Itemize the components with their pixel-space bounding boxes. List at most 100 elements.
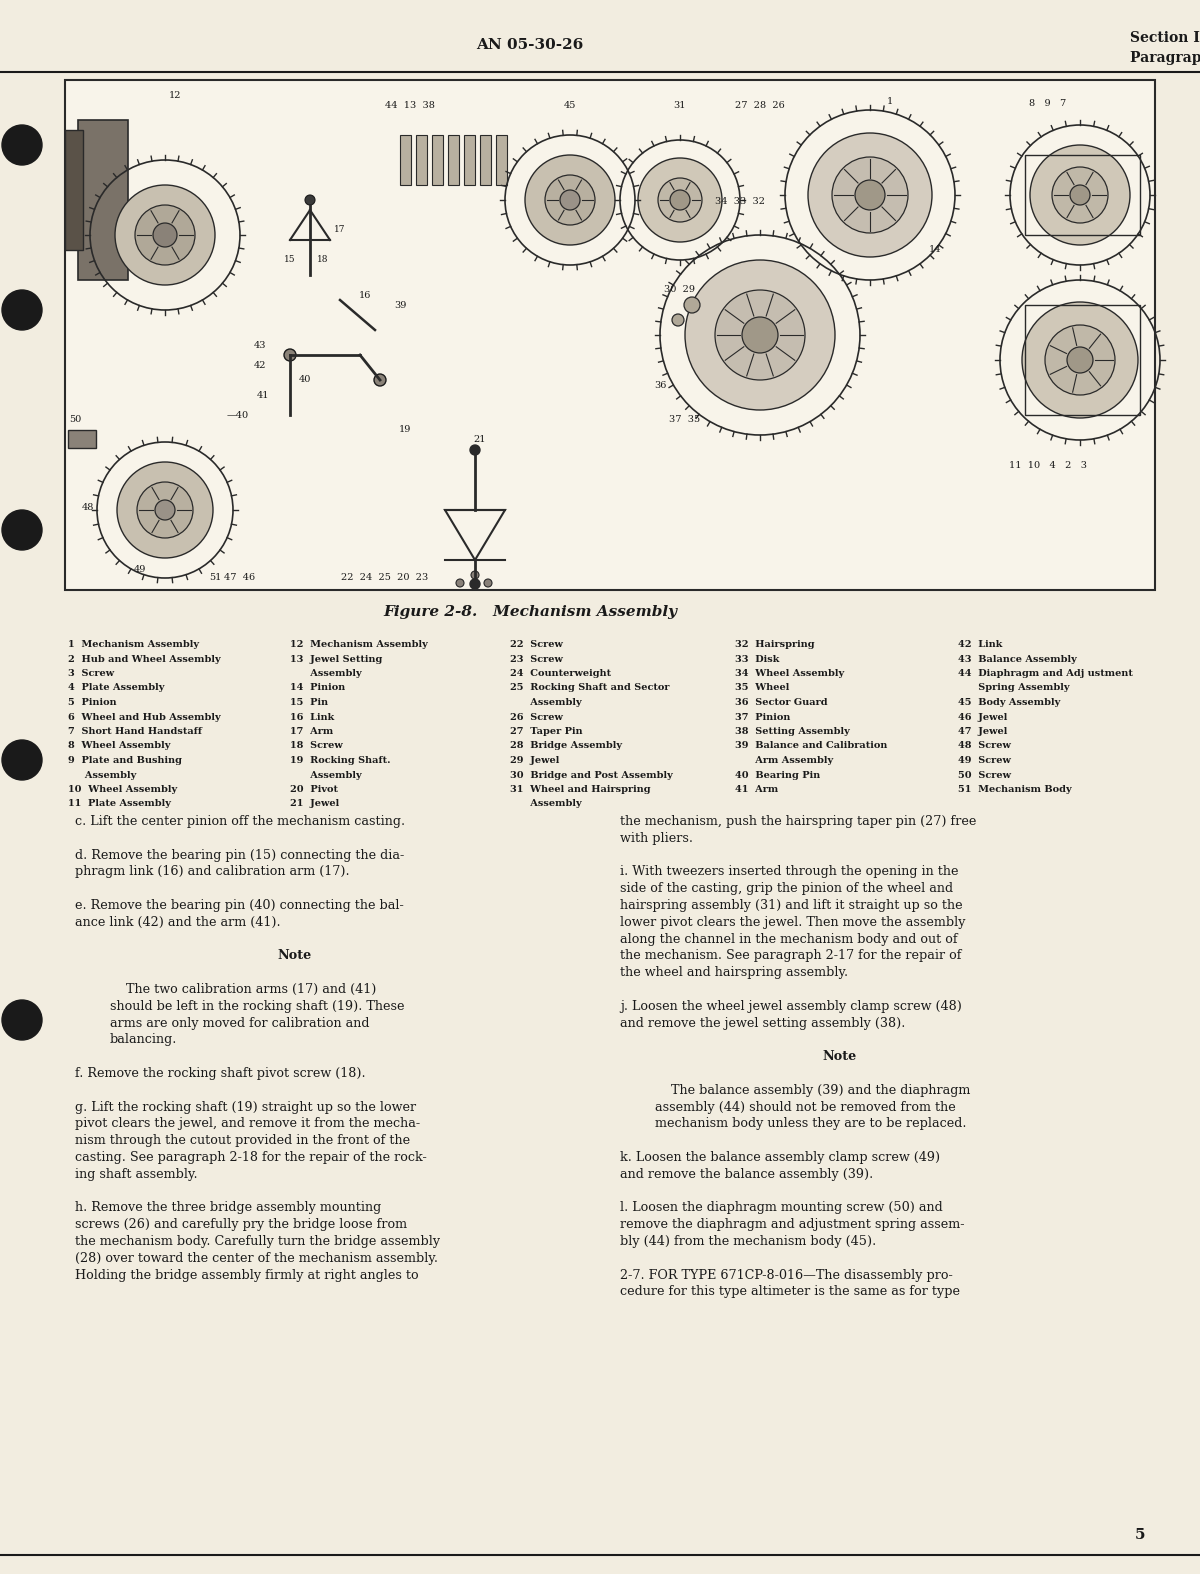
Bar (1025, 305, 1140, 416)
Circle shape (374, 375, 386, 386)
Text: ance link (42) and the arm (41).: ance link (42) and the arm (41). (74, 916, 281, 929)
Bar (496, 135, 508, 186)
Text: 32  Hairspring: 32 Hairspring (734, 641, 815, 648)
Text: mechanism body unless they are to be replaced.: mechanism body unless they are to be rep… (655, 1118, 966, 1130)
Text: AN 05-30-26: AN 05-30-26 (476, 38, 583, 52)
Circle shape (685, 260, 835, 409)
Text: 11  10   4   2   3: 11 10 4 2 3 (1009, 461, 1087, 469)
Text: Assembly: Assembly (68, 771, 137, 779)
Circle shape (638, 157, 722, 242)
Text: 15  Pin: 15 Pin (290, 697, 328, 707)
Text: 33  Disk: 33 Disk (734, 655, 779, 664)
Text: 2  Hub and Wheel Assembly: 2 Hub and Wheel Assembly (68, 655, 221, 664)
Circle shape (1070, 186, 1090, 205)
Text: and remove the balance assembly (39).: and remove the balance assembly (39). (620, 1168, 874, 1180)
Text: Assembly: Assembly (510, 697, 582, 707)
Text: 44  Diaphragm and Adj ustment: 44 Diaphragm and Adj ustment (958, 669, 1133, 678)
Circle shape (545, 175, 595, 225)
Text: h. Remove the three bridge assembly mounting: h. Remove the three bridge assembly moun… (74, 1201, 382, 1215)
Bar (480, 135, 491, 186)
Text: along the channel in the mechanism body and out of: along the channel in the mechanism body … (620, 933, 958, 946)
Text: 1  Mechanism Assembly: 1 Mechanism Assembly (68, 641, 199, 648)
Text: Assembly: Assembly (290, 771, 361, 779)
Text: 5  Pinion: 5 Pinion (68, 697, 116, 707)
Text: —40: —40 (227, 411, 250, 420)
Circle shape (2, 740, 42, 781)
Circle shape (742, 316, 778, 353)
Text: 30  29: 30 29 (665, 285, 696, 294)
Circle shape (560, 190, 580, 209)
Text: 31: 31 (673, 101, 686, 110)
Text: e. Remove the bearing pin (40) connecting the bal-: e. Remove the bearing pin (40) connectin… (74, 899, 403, 911)
Text: 3  Screw: 3 Screw (68, 669, 114, 678)
Circle shape (115, 186, 215, 285)
Text: 14  Pinion: 14 Pinion (290, 683, 346, 693)
Text: 8   9   7: 8 9 7 (1030, 99, 1067, 109)
Text: the wheel and hairspring assembly.: the wheel and hairspring assembly. (620, 966, 848, 979)
Text: 11  Plate Assembly: 11 Plate Assembly (68, 800, 170, 809)
Text: 29  Jewel: 29 Jewel (510, 756, 559, 765)
Circle shape (305, 195, 314, 205)
Circle shape (484, 579, 492, 587)
Text: cedure for this type altimeter is the same as for type: cedure for this type altimeter is the sa… (620, 1286, 960, 1299)
Text: Assembly: Assembly (510, 800, 582, 809)
Text: 27  Taper Pin: 27 Taper Pin (510, 727, 583, 737)
Text: 42: 42 (253, 360, 266, 370)
Text: 45: 45 (564, 101, 576, 110)
Text: 12  Mechanism Assembly: 12 Mechanism Assembly (290, 641, 427, 648)
Text: 19: 19 (398, 425, 412, 434)
Text: 51: 51 (209, 573, 221, 582)
Text: should be left in the rocking shaft (19). These: should be left in the rocking shaft (19)… (110, 999, 404, 1012)
Circle shape (832, 157, 908, 233)
Circle shape (155, 501, 175, 519)
Text: The two calibration arms (17) and (41): The two calibration arms (17) and (41) (110, 984, 377, 996)
Bar (65, 80, 1154, 590)
Text: 36: 36 (654, 381, 666, 389)
Text: Note: Note (823, 1050, 857, 1062)
Text: the mechanism body. Carefully turn the bridge assembly: the mechanism body. Carefully turn the b… (74, 1236, 440, 1248)
Circle shape (134, 205, 194, 264)
Circle shape (2, 124, 42, 165)
Text: bly (44) from the mechanism body (45).: bly (44) from the mechanism body (45). (620, 1236, 876, 1248)
Circle shape (672, 313, 684, 326)
Text: 40  Bearing Pin: 40 Bearing Pin (734, 771, 821, 779)
Circle shape (2, 510, 42, 549)
Text: g. Lift the rocking shaft (19) straight up so the lower: g. Lift the rocking shaft (19) straight … (74, 1100, 416, 1113)
Text: arms are only moved for calibration and: arms are only moved for calibration and (110, 1017, 370, 1029)
Bar (464, 135, 475, 186)
Circle shape (1052, 167, 1108, 224)
Text: 22  24  25  20  23: 22 24 25 20 23 (341, 573, 428, 582)
Bar (432, 135, 443, 186)
Text: 48  Screw: 48 Screw (958, 741, 1010, 751)
Text: ing shaft assembly.: ing shaft assembly. (74, 1168, 198, 1180)
Text: Note: Note (278, 949, 312, 962)
Text: 23  Screw: 23 Screw (510, 655, 563, 664)
Bar (416, 135, 427, 186)
Text: k. Loosen the balance assembly clamp screw (49): k. Loosen the balance assembly clamp scr… (620, 1151, 940, 1165)
Text: 37  35: 37 35 (670, 416, 701, 425)
Text: i. With tweezers inserted through the opening in the: i. With tweezers inserted through the op… (620, 866, 959, 878)
Text: 37  Pinion: 37 Pinion (734, 713, 791, 721)
Text: 41  Arm: 41 Arm (734, 785, 779, 793)
Text: 26  Screw: 26 Screw (510, 713, 563, 721)
Text: 12: 12 (169, 90, 181, 99)
Text: Paragraph 2-6: Paragraph 2-6 (1130, 50, 1200, 65)
Text: (28) over toward the center of the mechanism assembly.: (28) over toward the center of the mecha… (74, 1251, 438, 1265)
Text: 18: 18 (317, 255, 329, 264)
Circle shape (854, 179, 886, 209)
Text: 19  Rocking Shaft.: 19 Rocking Shaft. (290, 756, 390, 765)
Circle shape (1045, 324, 1115, 395)
Text: c. Lift the center pinion off the mechanism casting.: c. Lift the center pinion off the mechan… (74, 815, 406, 828)
Circle shape (658, 178, 702, 222)
Circle shape (137, 482, 193, 538)
Text: and remove the jewel setting assembly (38).: and remove the jewel setting assembly (3… (620, 1017, 905, 1029)
Text: 9  Plate and Bushing: 9 Plate and Bushing (68, 756, 182, 765)
Text: 7  Short Hand Handstaff: 7 Short Hand Handstaff (68, 727, 202, 737)
Text: 43  Balance Assembly: 43 Balance Assembly (958, 655, 1076, 664)
Text: 20  Pivot: 20 Pivot (290, 785, 338, 793)
Text: 39: 39 (394, 301, 406, 310)
Text: Assembly: Assembly (290, 669, 361, 678)
Text: 24  Counterweight: 24 Counterweight (510, 669, 611, 678)
Text: phragm link (16) and calibration arm (17).: phragm link (16) and calibration arm (17… (74, 866, 349, 878)
Text: 8  Wheel Assembly: 8 Wheel Assembly (68, 741, 170, 751)
